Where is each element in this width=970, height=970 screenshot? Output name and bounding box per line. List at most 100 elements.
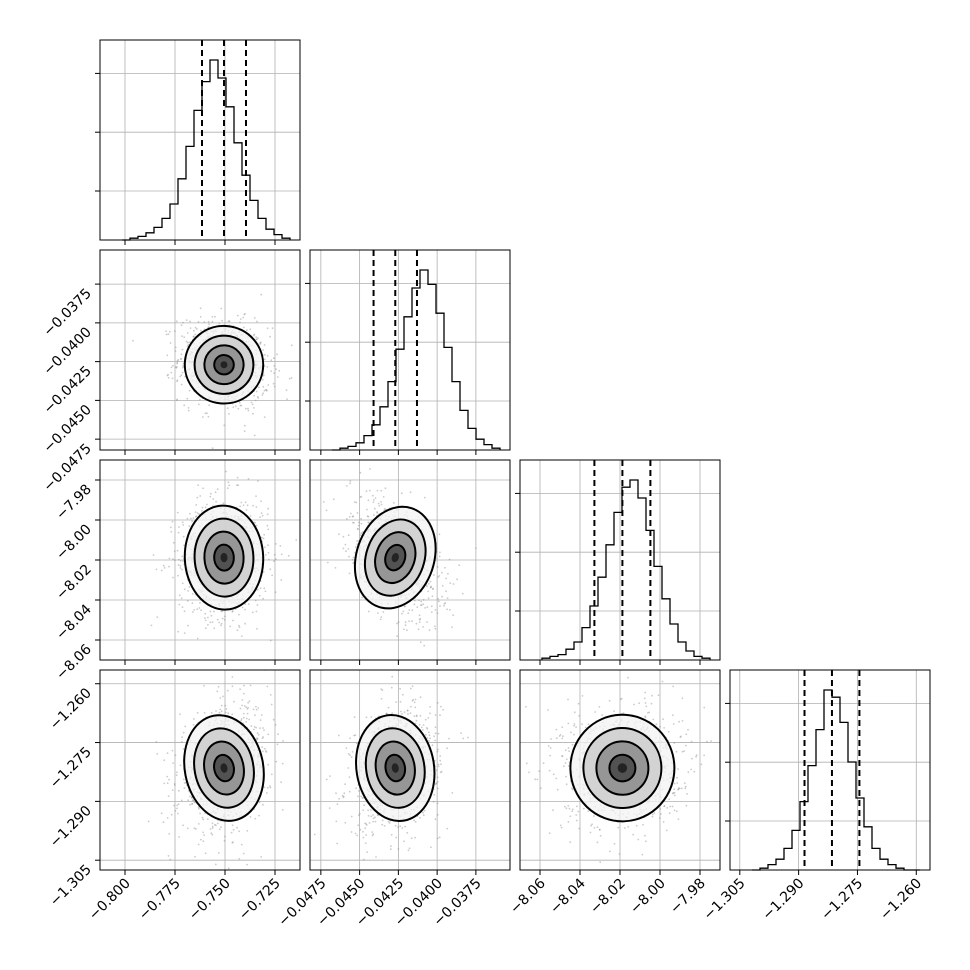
scatter-point (254, 399, 257, 402)
scatter-point (229, 625, 232, 628)
scatter-point (438, 575, 441, 577)
scatter-point (221, 610, 224, 612)
scatter-point (267, 763, 270, 766)
scatter-point (444, 566, 446, 569)
scatter-point (360, 517, 362, 520)
scatter-point (169, 342, 172, 344)
scatter-point (259, 342, 262, 344)
scatter-point (272, 382, 275, 385)
scatter-point (589, 831, 592, 834)
scatter-point (193, 718, 195, 720)
scatter-point (236, 629, 239, 632)
scatter-point (256, 732, 259, 735)
scatter-point (347, 767, 350, 769)
scatter-point (414, 722, 417, 725)
scatter-point (220, 624, 222, 627)
scatter-point (180, 597, 183, 600)
scatter-point (243, 313, 246, 316)
scatter-point (695, 755, 697, 758)
scatter-point (413, 603, 416, 606)
scatter-point (399, 700, 402, 703)
scatter-point (256, 395, 259, 398)
scatter-point (618, 853, 621, 855)
histogram-bars-2 (541, 479, 711, 660)
scatter-point (181, 555, 184, 558)
scatter-point (363, 804, 365, 807)
scatter-point (220, 610, 223, 613)
scatter-point (176, 399, 178, 402)
scatter-point (273, 553, 276, 556)
scatter-point (270, 773, 273, 776)
scatter-point (436, 702, 439, 704)
scatter-point (186, 517, 189, 520)
scatter-point (419, 617, 422, 620)
scatter-point (180, 324, 183, 327)
scatter-point (433, 735, 435, 738)
scatter-point (177, 789, 180, 792)
scatter-point (423, 496, 426, 499)
scatter-point (359, 534, 362, 536)
scatter-point (590, 824, 592, 827)
scatter-point (413, 819, 415, 822)
scatter-point (254, 714, 256, 716)
scatter-point (374, 816, 376, 819)
scatter-point (247, 409, 250, 412)
scatter-point (244, 424, 246, 427)
scatter-point (264, 546, 266, 549)
scatter-point (422, 626, 424, 628)
scatter-point (224, 615, 226, 618)
scatter-point (263, 747, 266, 750)
scatter-point (245, 717, 248, 720)
scatter-point (570, 731, 572, 734)
scatter-point (431, 595, 434, 598)
scatter-point (150, 624, 153, 627)
scatter-point (429, 737, 431, 740)
scatter-point (231, 676, 234, 678)
scatter-point (162, 564, 165, 567)
scatter-point (353, 716, 356, 719)
scatter-panel-0-2 (95, 459, 301, 665)
scatter-point (401, 713, 403, 715)
scatter-point (267, 507, 270, 510)
scatter-point (165, 333, 168, 336)
scatter-point (426, 606, 429, 609)
scatter-point (224, 711, 227, 714)
scatter-point (211, 822, 214, 825)
scatter-point (166, 782, 169, 785)
scatter-point (206, 412, 208, 415)
scatter-point (446, 827, 449, 830)
scatter-point (376, 511, 378, 514)
scatter-point (397, 826, 399, 829)
scatter-point (182, 365, 185, 367)
scatter-point (364, 842, 367, 844)
scatter-point (410, 837, 413, 840)
scatter-point (261, 378, 264, 381)
scatter-point (338, 533, 340, 536)
contour-line (193, 517, 255, 598)
scatter-point (351, 751, 354, 753)
scatter-point (287, 554, 290, 557)
scatter-point (192, 799, 195, 802)
scatter-point (438, 555, 441, 558)
scatter-panel-2-3 (519, 669, 721, 875)
scatter-point (192, 335, 195, 338)
scatter-point (262, 736, 265, 738)
scatter-point (460, 732, 462, 735)
scatter-point (266, 685, 269, 688)
scatter-point (560, 826, 563, 829)
scatter-point (437, 732, 440, 735)
scatter-point (447, 572, 449, 575)
scatter-point (359, 471, 362, 474)
scatter-point (434, 714, 437, 716)
scatter-point (197, 823, 200, 825)
scatter-point (179, 764, 182, 767)
scatter-point (177, 812, 179, 815)
scatter-point (406, 831, 409, 834)
scatter-point (203, 712, 206, 714)
scatter-point (200, 609, 203, 612)
scatter-point (406, 629, 408, 632)
scatter-point (175, 774, 178, 777)
scatter-point (337, 734, 340, 737)
scatter-point (367, 515, 370, 518)
scatter-point (444, 602, 447, 604)
